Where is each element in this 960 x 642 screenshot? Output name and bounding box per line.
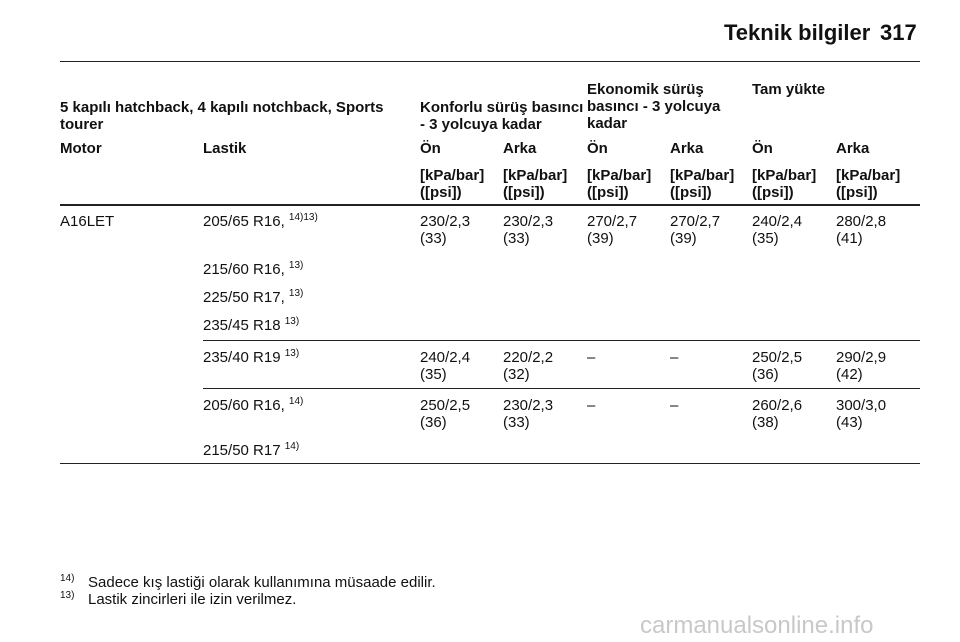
pressure: – bbox=[670, 349, 679, 366]
footnote-ref: 13) bbox=[288, 288, 304, 299]
group-header: Konforlu sürüş basıncı - 3 yolcuya kadar bbox=[420, 99, 584, 133]
tire-size: 235/45 R18 bbox=[203, 317, 281, 334]
footnote-marker: 14) bbox=[60, 573, 75, 584]
pressure: 260/2,6 bbox=[752, 397, 803, 414]
rule bbox=[203, 340, 920, 341]
footnote-ref: 13) bbox=[284, 348, 300, 359]
pressure: – bbox=[670, 397, 679, 414]
pressure: 280/2,8 bbox=[836, 213, 887, 230]
page-number: 317 bbox=[880, 20, 917, 45]
unit-header: [kPa/bar] bbox=[420, 167, 485, 184]
footnote-ref: 14) bbox=[288, 396, 304, 407]
unit-header: ([psi]) bbox=[503, 184, 545, 201]
pressure: (39) bbox=[587, 230, 614, 247]
unit-header: ([psi]) bbox=[752, 184, 794, 201]
footnote-text: Sadece kış lastiği olarak kullanımına mü… bbox=[88, 574, 436, 591]
page-title: Teknik bilgiler bbox=[724, 20, 871, 45]
footnote-ref: 13) bbox=[284, 316, 300, 327]
footnote-ref: 14) bbox=[284, 441, 300, 452]
pressure: (33) bbox=[503, 414, 530, 431]
tire: 215/60 R16, 13) bbox=[203, 260, 304, 279]
motor: A16LET bbox=[60, 213, 115, 230]
group-header: Tam yükte bbox=[752, 81, 826, 98]
tire: 235/40 R19 13) bbox=[203, 348, 300, 367]
tire-size: 235/40 R19 bbox=[203, 349, 281, 366]
tire-size: 205/60 R16, bbox=[203, 397, 285, 414]
group-header: Ekonomik sürüş basıncı - 3 yolcuya kadar bbox=[587, 81, 721, 132]
unit-header: ([psi]) bbox=[587, 184, 629, 201]
tire: 225/50 R17, 13) bbox=[203, 288, 304, 307]
column-header: Lastik bbox=[203, 140, 247, 157]
pressure: 250/2,5 bbox=[420, 397, 471, 414]
unit-header: [kPa/bar] bbox=[752, 167, 817, 184]
rule bbox=[60, 61, 920, 62]
tire-size: 215/60 R16, bbox=[203, 261, 285, 278]
pressure: (35) bbox=[752, 230, 779, 247]
pressure: (41) bbox=[836, 230, 863, 247]
pressure: (33) bbox=[503, 230, 530, 247]
rule bbox=[203, 388, 920, 389]
pressure: (36) bbox=[420, 414, 447, 431]
unit-header: ([psi]) bbox=[420, 184, 462, 201]
tire: 205/65 R16, 14)13) bbox=[203, 212, 318, 231]
pressure: 230/2,3 bbox=[503, 213, 554, 230]
pressure: 240/2,4 bbox=[420, 349, 471, 366]
pressure: 270/2,7 bbox=[670, 213, 721, 230]
pressure: 250/2,5 bbox=[752, 349, 803, 366]
column-header: Arka bbox=[503, 140, 537, 157]
pressure: (35) bbox=[420, 366, 447, 383]
unit-header: ([psi]) bbox=[670, 184, 712, 201]
tire-size: 205/65 R16, bbox=[203, 213, 285, 230]
footnote-ref: 14)13) bbox=[288, 212, 318, 223]
tire-size: 225/50 R17, bbox=[203, 289, 285, 306]
pressure: (43) bbox=[836, 414, 863, 431]
column-header: Motor bbox=[60, 140, 102, 157]
column-header: Arka bbox=[670, 140, 704, 157]
pressure: (38) bbox=[752, 414, 779, 431]
tire-size: 215/50 R17 bbox=[203, 442, 281, 459]
pressure: 290/2,9 bbox=[836, 349, 887, 366]
column-header: Ön bbox=[752, 140, 773, 157]
footnote-marker: 13) bbox=[60, 590, 75, 601]
tire: 215/50 R17 14) bbox=[203, 441, 300, 460]
pressure: 270/2,7 bbox=[587, 213, 638, 230]
rule bbox=[60, 204, 920, 206]
group-header: 5 kapılı hatchback, 4 kapılı notchback, … bbox=[60, 99, 384, 133]
pressure: (39) bbox=[670, 230, 697, 247]
pressure: 230/2,3 bbox=[503, 397, 554, 414]
watermark: carmanualsonline.info bbox=[640, 612, 874, 639]
pressure: (33) bbox=[420, 230, 447, 247]
column-header: Ön bbox=[420, 140, 441, 157]
unit-header: [kPa/bar] bbox=[670, 167, 735, 184]
pressure: 240/2,4 bbox=[752, 213, 803, 230]
pressure: – bbox=[587, 349, 596, 366]
unit-header: [kPa/bar] bbox=[503, 167, 568, 184]
column-header: Arka bbox=[836, 140, 870, 157]
pressure: (42) bbox=[836, 366, 863, 383]
rule bbox=[60, 463, 920, 464]
column-header: Ön bbox=[587, 140, 608, 157]
pressure: (36) bbox=[752, 366, 779, 383]
footnote-text: Lastik zincirleri ile izin verilmez. bbox=[88, 591, 297, 608]
pressure: (32) bbox=[503, 366, 530, 383]
pressure: 220/2,2 bbox=[503, 349, 554, 366]
unit-header: ([psi]) bbox=[836, 184, 878, 201]
pressure: – bbox=[587, 397, 596, 414]
tire: 205/60 R16, 14) bbox=[203, 396, 304, 415]
pressure: 230/2,3 bbox=[420, 213, 471, 230]
unit-header: [kPa/bar] bbox=[836, 167, 901, 184]
pressure: 300/3,0 bbox=[836, 397, 887, 414]
footnote-ref: 13) bbox=[288, 260, 304, 271]
unit-header: [kPa/bar] bbox=[587, 167, 652, 184]
tire: 235/45 R18 13) bbox=[203, 316, 300, 335]
